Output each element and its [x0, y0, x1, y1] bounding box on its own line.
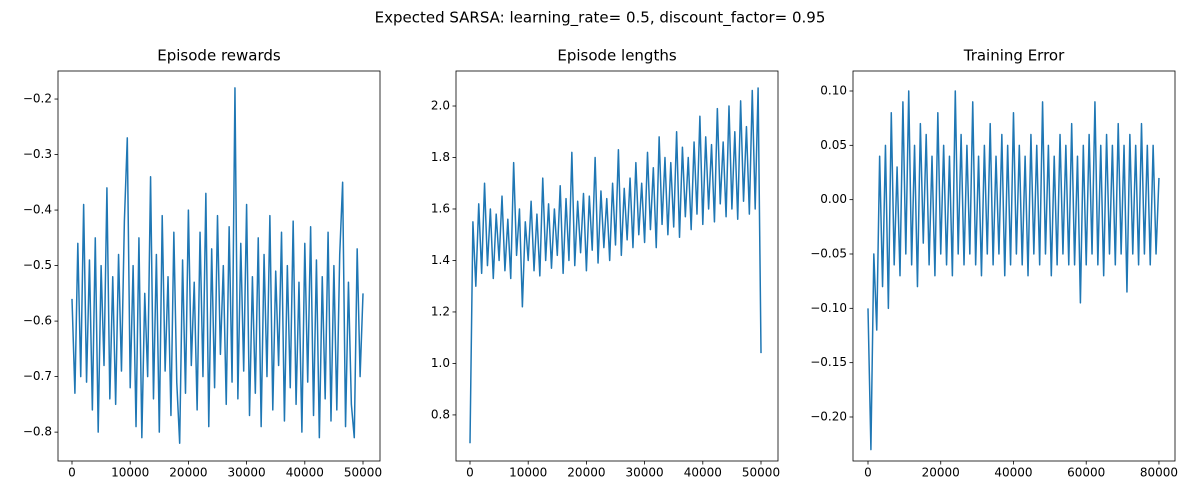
y-tick-label: −0.8 — [23, 425, 52, 439]
y-tick-label: −0.15 — [810, 355, 847, 369]
x-tick-label: 0 — [864, 466, 872, 480]
x-tick-label: 50000 — [742, 466, 780, 480]
x-tick-label: 20000 — [567, 466, 605, 480]
x-tick-label: 20000 — [169, 466, 207, 480]
plot-area — [71, 87, 364, 444]
y-tick-label: −0.3 — [23, 147, 52, 161]
y-tick-label: −0.6 — [23, 314, 52, 328]
y-tick-label: −0.7 — [23, 369, 52, 383]
y-tick-label: 0.05 — [820, 138, 847, 152]
data-line — [71, 87, 364, 444]
y-tick-label: 0.10 — [820, 83, 847, 97]
x-tick-label: 30000 — [228, 466, 266, 480]
x-tick-label: 30000 — [626, 466, 664, 480]
axes-title: Episode lengths — [557, 47, 676, 65]
y-tick-label: −0.20 — [810, 409, 847, 423]
x-tick-label: 10000 — [509, 466, 547, 480]
axes-title: Episode rewards — [157, 47, 281, 65]
axes-title: Training Error — [963, 47, 1065, 65]
y-tick-label: 1.4 — [431, 253, 450, 267]
y-tick-label: −0.10 — [810, 301, 847, 315]
data-line — [469, 87, 762, 444]
y-tick-label: 1.0 — [431, 356, 450, 370]
x-tick-label: 40000 — [994, 466, 1032, 480]
y-tick-label: −0.4 — [23, 203, 52, 217]
y-tick-label: 0.8 — [431, 407, 450, 421]
axes-frame — [57, 70, 381, 462]
y-tick-label: 1.6 — [431, 201, 450, 215]
plot-area — [867, 90, 1160, 451]
x-tick-label: 0 — [466, 466, 474, 480]
x-tick-label: 50000 — [344, 466, 382, 480]
y-tick-label: 1.2 — [431, 304, 450, 318]
y-tick-label: −0.05 — [810, 246, 847, 260]
x-tick-label: 0 — [68, 466, 76, 480]
y-tick-label: −0.2 — [23, 92, 52, 106]
figure-title: Expected SARSA: learning_rate= 0.5, disc… — [375, 9, 826, 28]
axes-frame — [455, 70, 779, 462]
y-tick-label: −0.5 — [23, 258, 52, 272]
x-tick-label: 20000 — [922, 466, 960, 480]
y-tick-label: 0.00 — [820, 192, 847, 206]
data-line — [867, 90, 1160, 451]
y-tick-label: 2.0 — [431, 99, 450, 113]
x-tick-label: 40000 — [684, 466, 722, 480]
x-tick-label: 10000 — [111, 466, 149, 480]
y-tick-label: 1.8 — [431, 150, 450, 164]
plot-area — [469, 87, 762, 444]
x-tick-label: 80000 — [1140, 466, 1178, 480]
x-tick-label: 60000 — [1067, 466, 1105, 480]
axes-frame — [852, 70, 1176, 462]
x-tick-label: 40000 — [286, 466, 324, 480]
